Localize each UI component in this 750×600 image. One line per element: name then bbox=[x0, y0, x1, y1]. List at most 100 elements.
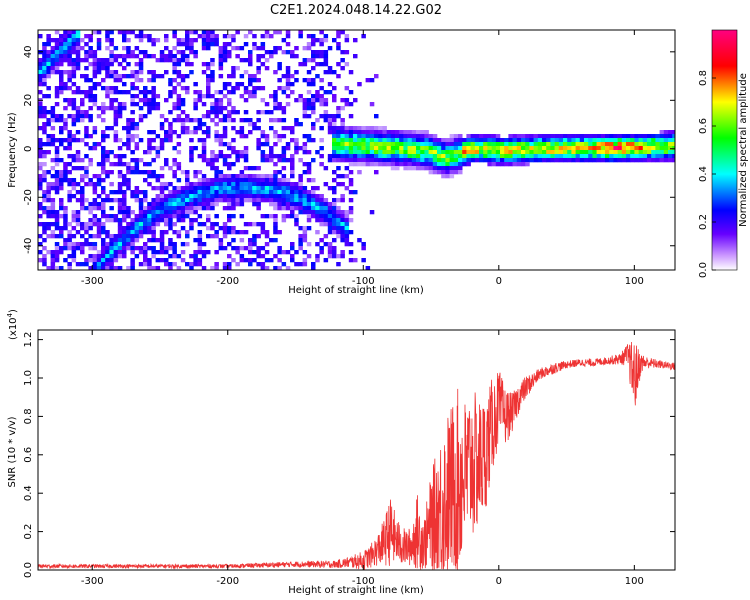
heatmap-cell bbox=[252, 182, 257, 187]
heatmap-cell bbox=[38, 186, 43, 191]
heatmap-cell bbox=[206, 186, 211, 191]
heatmap-cell bbox=[290, 126, 295, 131]
heatmap-cell bbox=[63, 70, 68, 75]
heatmap-cell bbox=[59, 250, 64, 255]
heatmap-cell bbox=[479, 142, 484, 147]
heatmap-cell bbox=[105, 70, 110, 75]
heatmap-cell bbox=[210, 194, 215, 199]
heatmap-cell bbox=[424, 158, 429, 163]
heatmap-cell bbox=[600, 138, 606, 143]
heatmap-cell bbox=[71, 30, 77, 35]
heatmap-cell bbox=[71, 38, 77, 43]
heatmap-cell bbox=[474, 142, 480, 147]
heatmap-cell bbox=[651, 154, 656, 159]
heatmap-cell bbox=[214, 234, 219, 239]
heatmap-cell bbox=[50, 174, 56, 179]
heatmap-cell bbox=[168, 262, 173, 267]
heatmap-cell bbox=[235, 110, 240, 115]
heatmap-cell bbox=[403, 138, 408, 143]
heatmap-cell bbox=[319, 54, 324, 59]
heatmap-cell bbox=[340, 58, 345, 63]
heatmap-cell bbox=[319, 154, 324, 159]
heatmap-cell bbox=[256, 166, 261, 171]
heatmap-cell bbox=[390, 142, 396, 147]
heatmap-cell bbox=[42, 238, 47, 243]
heatmap-cell bbox=[88, 254, 93, 259]
heatmap-cell bbox=[348, 190, 354, 195]
heatmap-cell bbox=[416, 154, 421, 159]
heatmap-cell bbox=[281, 134, 287, 139]
heatmap-cell bbox=[663, 130, 669, 135]
heatmap-cell bbox=[290, 154, 295, 159]
heatmap-cell bbox=[227, 98, 232, 103]
figure-title: C2E1.2024.048.14.22.G02 bbox=[270, 3, 442, 18]
heatmap-cell bbox=[386, 138, 392, 143]
heatmap-cell bbox=[80, 174, 85, 179]
heatmap-cell bbox=[201, 190, 207, 195]
heatmap-cell bbox=[147, 90, 152, 95]
heatmap-cell bbox=[411, 166, 417, 171]
heatmap-cell bbox=[227, 114, 232, 119]
heatmap-cell bbox=[630, 142, 635, 147]
heatmap-cell bbox=[201, 222, 207, 227]
heatmap-cell bbox=[88, 218, 93, 223]
heatmap-cell bbox=[206, 198, 211, 203]
heatmap-cell bbox=[609, 154, 614, 159]
heatmap-cell bbox=[227, 90, 232, 95]
heatmap-cell bbox=[277, 30, 282, 35]
heatmap-cell bbox=[319, 30, 324, 35]
heatmap-cell bbox=[105, 150, 110, 155]
heatmap-cell bbox=[672, 130, 675, 135]
heatmap-cell bbox=[222, 94, 228, 99]
heatmap-cell bbox=[285, 78, 291, 83]
heatmap-cell bbox=[323, 166, 329, 171]
heatmap-cell bbox=[248, 182, 253, 187]
heatmap-cell bbox=[290, 202, 295, 207]
heatmap-cell bbox=[613, 158, 618, 163]
heatmap-cell bbox=[311, 50, 316, 55]
heatmap-cell bbox=[243, 222, 249, 227]
heatmap-cell bbox=[605, 146, 610, 151]
heatmap-cell bbox=[403, 130, 408, 135]
heatmap-cell bbox=[180, 54, 186, 59]
heatmap-cell bbox=[273, 106, 278, 111]
heatmap-cell bbox=[54, 214, 60, 219]
heatmap-cell bbox=[180, 42, 186, 47]
heatmap-cell bbox=[651, 134, 656, 139]
heatmap-cell bbox=[38, 206, 43, 211]
heatmap-cell bbox=[231, 34, 236, 39]
heatmap-cell bbox=[193, 198, 198, 203]
heatmap-cell bbox=[168, 134, 173, 139]
heatmap-cell bbox=[277, 230, 282, 235]
heatmap-cell bbox=[571, 138, 576, 143]
heatmap-cell bbox=[260, 254, 266, 259]
y-tick-label: 40 bbox=[23, 45, 34, 58]
heatmap-cell bbox=[290, 198, 295, 203]
heatmap-cell bbox=[155, 174, 161, 179]
heatmap-cell bbox=[428, 146, 434, 151]
heatmap-cell bbox=[143, 86, 148, 91]
heatmap-cell bbox=[306, 214, 312, 219]
heatmap-cell bbox=[218, 150, 224, 155]
heatmap-cell bbox=[239, 134, 245, 139]
heatmap-cell bbox=[80, 222, 85, 227]
heatmap-cell bbox=[256, 142, 261, 147]
heatmap-cell bbox=[428, 166, 434, 171]
heatmap-cell bbox=[231, 206, 236, 211]
heatmap-cell bbox=[336, 210, 341, 215]
heatmap-cell bbox=[63, 178, 68, 183]
heatmap-cell bbox=[227, 166, 232, 171]
heatmap-cell bbox=[306, 114, 312, 119]
heatmap-cell bbox=[323, 198, 329, 203]
heatmap-cell bbox=[63, 174, 68, 179]
heatmap-cell bbox=[336, 142, 341, 147]
heatmap-cell bbox=[164, 54, 169, 59]
heatmap-cell bbox=[155, 222, 161, 227]
heatmap-cell bbox=[159, 186, 165, 191]
heatmap-cell bbox=[42, 58, 47, 63]
heatmap-cell bbox=[80, 46, 85, 51]
heatmap-cell bbox=[306, 42, 312, 47]
heatmap-cell bbox=[143, 226, 148, 231]
heatmap-cell bbox=[340, 118, 345, 123]
heatmap-cell bbox=[428, 138, 434, 143]
